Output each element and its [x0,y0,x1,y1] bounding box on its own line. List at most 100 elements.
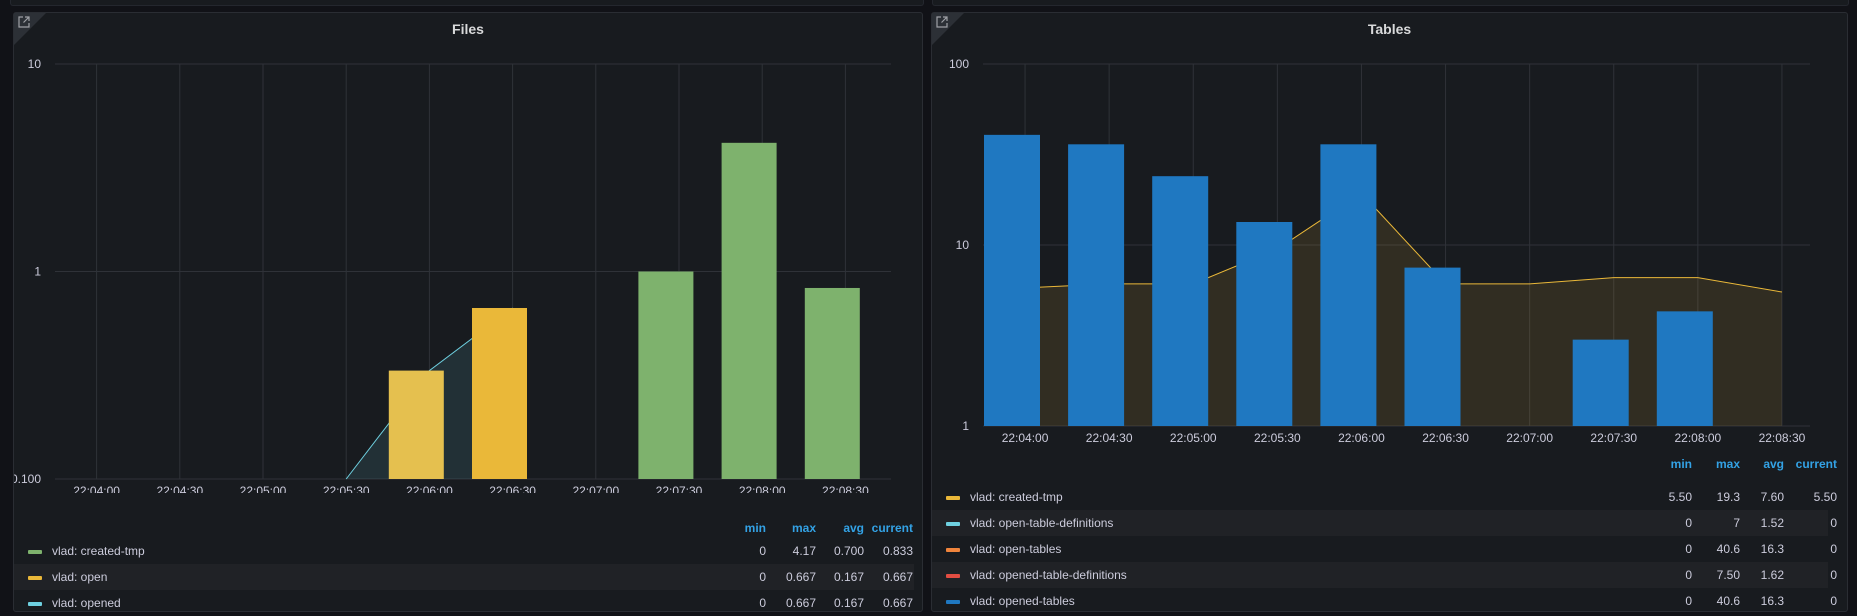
bar [1573,340,1629,426]
legend-series-name[interactable]: vlad: opened-tables [970,594,1075,608]
panel-above-left-edge [10,0,924,6]
legend-header: min max avg current [14,521,924,537]
bar [1657,311,1713,426]
legend-swatch [946,574,960,578]
legend-header-avg[interactable]: avg [822,521,864,535]
legend-min-value: 0 [734,596,766,610]
legend-swatch [946,548,960,552]
legend-series-name[interactable]: vlad: open [52,570,107,584]
legend-current-value: 0 [1787,516,1837,530]
legend-swatch [946,522,960,526]
legend-max-value: 7 [1700,516,1740,530]
legend-header-min[interactable]: min [1660,457,1692,471]
legend-current-value: 0.667 [864,596,913,610]
legend-current-value: 0 [1787,542,1837,556]
legend-max-value: 0.667 [774,570,816,584]
bar [472,308,527,479]
y-tick-label: 1 [962,419,969,433]
legend-series-name[interactable]: vlad: open-table-definitions [970,516,1113,530]
x-tick-label: 22:05:30 [1254,431,1301,445]
legend-swatch [28,576,42,580]
legend-min-value: 0 [734,570,766,584]
x-tick-label: 22:06:30 [1422,431,1469,445]
x-tick-label: 22:07:30 [1590,431,1637,445]
legend-max-value: 19.3 [1700,490,1740,504]
x-tick-label: 22:06:30 [489,484,536,493]
legend-header-max[interactable]: max [774,521,816,535]
legend-series-name[interactable]: vlad: open-tables [970,542,1061,556]
legend-min-value: 0 [1660,594,1692,608]
bar [1068,144,1124,426]
legend-header-min[interactable]: min [734,521,766,535]
legend-avg-value: 1.62 [1744,568,1784,582]
legend-current-value: 5.50 [1787,490,1837,504]
legend-avg-value: 16.3 [1744,542,1784,556]
legend-current-value: 0 [1787,568,1837,582]
legend-current-value: 0.833 [864,544,913,558]
x-tick-label: 22:04:00 [73,484,120,493]
x-tick-label: 22:05:30 [323,484,370,493]
legend-min-value: 0 [734,544,766,558]
legend-header: min max avg current [932,457,1849,473]
tables-chart[interactable]: 100 10 1 22:04:00 22:04:30 22:05:00 22:05:30 22… [932,13,1849,463]
bar [1320,144,1376,426]
legend-avg-value: 7.60 [1744,490,1784,504]
y-tick-label: 1 [34,265,41,279]
x-tick-label: 22:08:00 [739,484,786,493]
y-tick-label: 10 [956,238,970,252]
legend-max-value: 40.6 [1700,542,1740,556]
legend-series-name[interactable]: vlad: opened [52,596,121,610]
legend-header-max[interactable]: max [1700,457,1740,471]
x-tick-label: 22:08:30 [822,484,869,493]
x-tick-label: 22:05:00 [1170,431,1217,445]
y-tick-label: 100 [949,57,969,71]
bar [1236,222,1292,426]
legend-min-value: 0 [1660,542,1692,556]
x-tick-label: 22:07:00 [572,484,619,493]
legend-min-value: 0 [1660,516,1692,530]
x-tick-label: 22:04:30 [156,484,203,493]
legend-max-value: 40.6 [1700,594,1740,608]
legend-series-name[interactable]: vlad: opened-table-definitions [970,568,1127,582]
bar [638,272,693,480]
legend-avg-value: 0.700 [822,544,864,558]
legend-swatch [28,602,42,606]
legend-swatch [946,496,960,500]
bar [722,143,777,479]
x-tick-label: 22:08:00 [1674,431,1721,445]
legend-series-name[interactable]: vlad: created-tmp [970,490,1063,504]
x-tick-label: 22:04:00 [1002,431,1049,445]
legend-current-value: 0 [1787,594,1837,608]
legend-header-avg[interactable]: avg [1744,457,1784,471]
legend-min-value: 0 [1660,568,1692,582]
x-tick-label: 22:06:00 [406,484,453,493]
x-tick-label: 22:05:00 [240,484,287,493]
legend-swatch [28,550,42,554]
legend-avg-value: 16.3 [1744,594,1784,608]
bar [805,288,860,479]
legend-header-current[interactable]: current [1787,457,1837,471]
panel-above-right-edge [932,0,1849,6]
legend-series-name[interactable]: vlad: created-tmp [52,544,145,558]
bar [984,135,1040,426]
legend-header-current[interactable]: current [864,521,913,535]
legend-max-value: 0.667 [774,596,816,610]
x-tick-label: 22:07:30 [656,484,703,493]
legend-avg-value: 0.167 [822,570,864,584]
y-tick-label: 10 [28,57,42,71]
legend-max-value: 7.50 [1700,568,1740,582]
bar [1152,176,1208,426]
legend-min-value: 5.50 [1660,490,1692,504]
x-tick-label: 22:04:30 [1086,431,1133,445]
